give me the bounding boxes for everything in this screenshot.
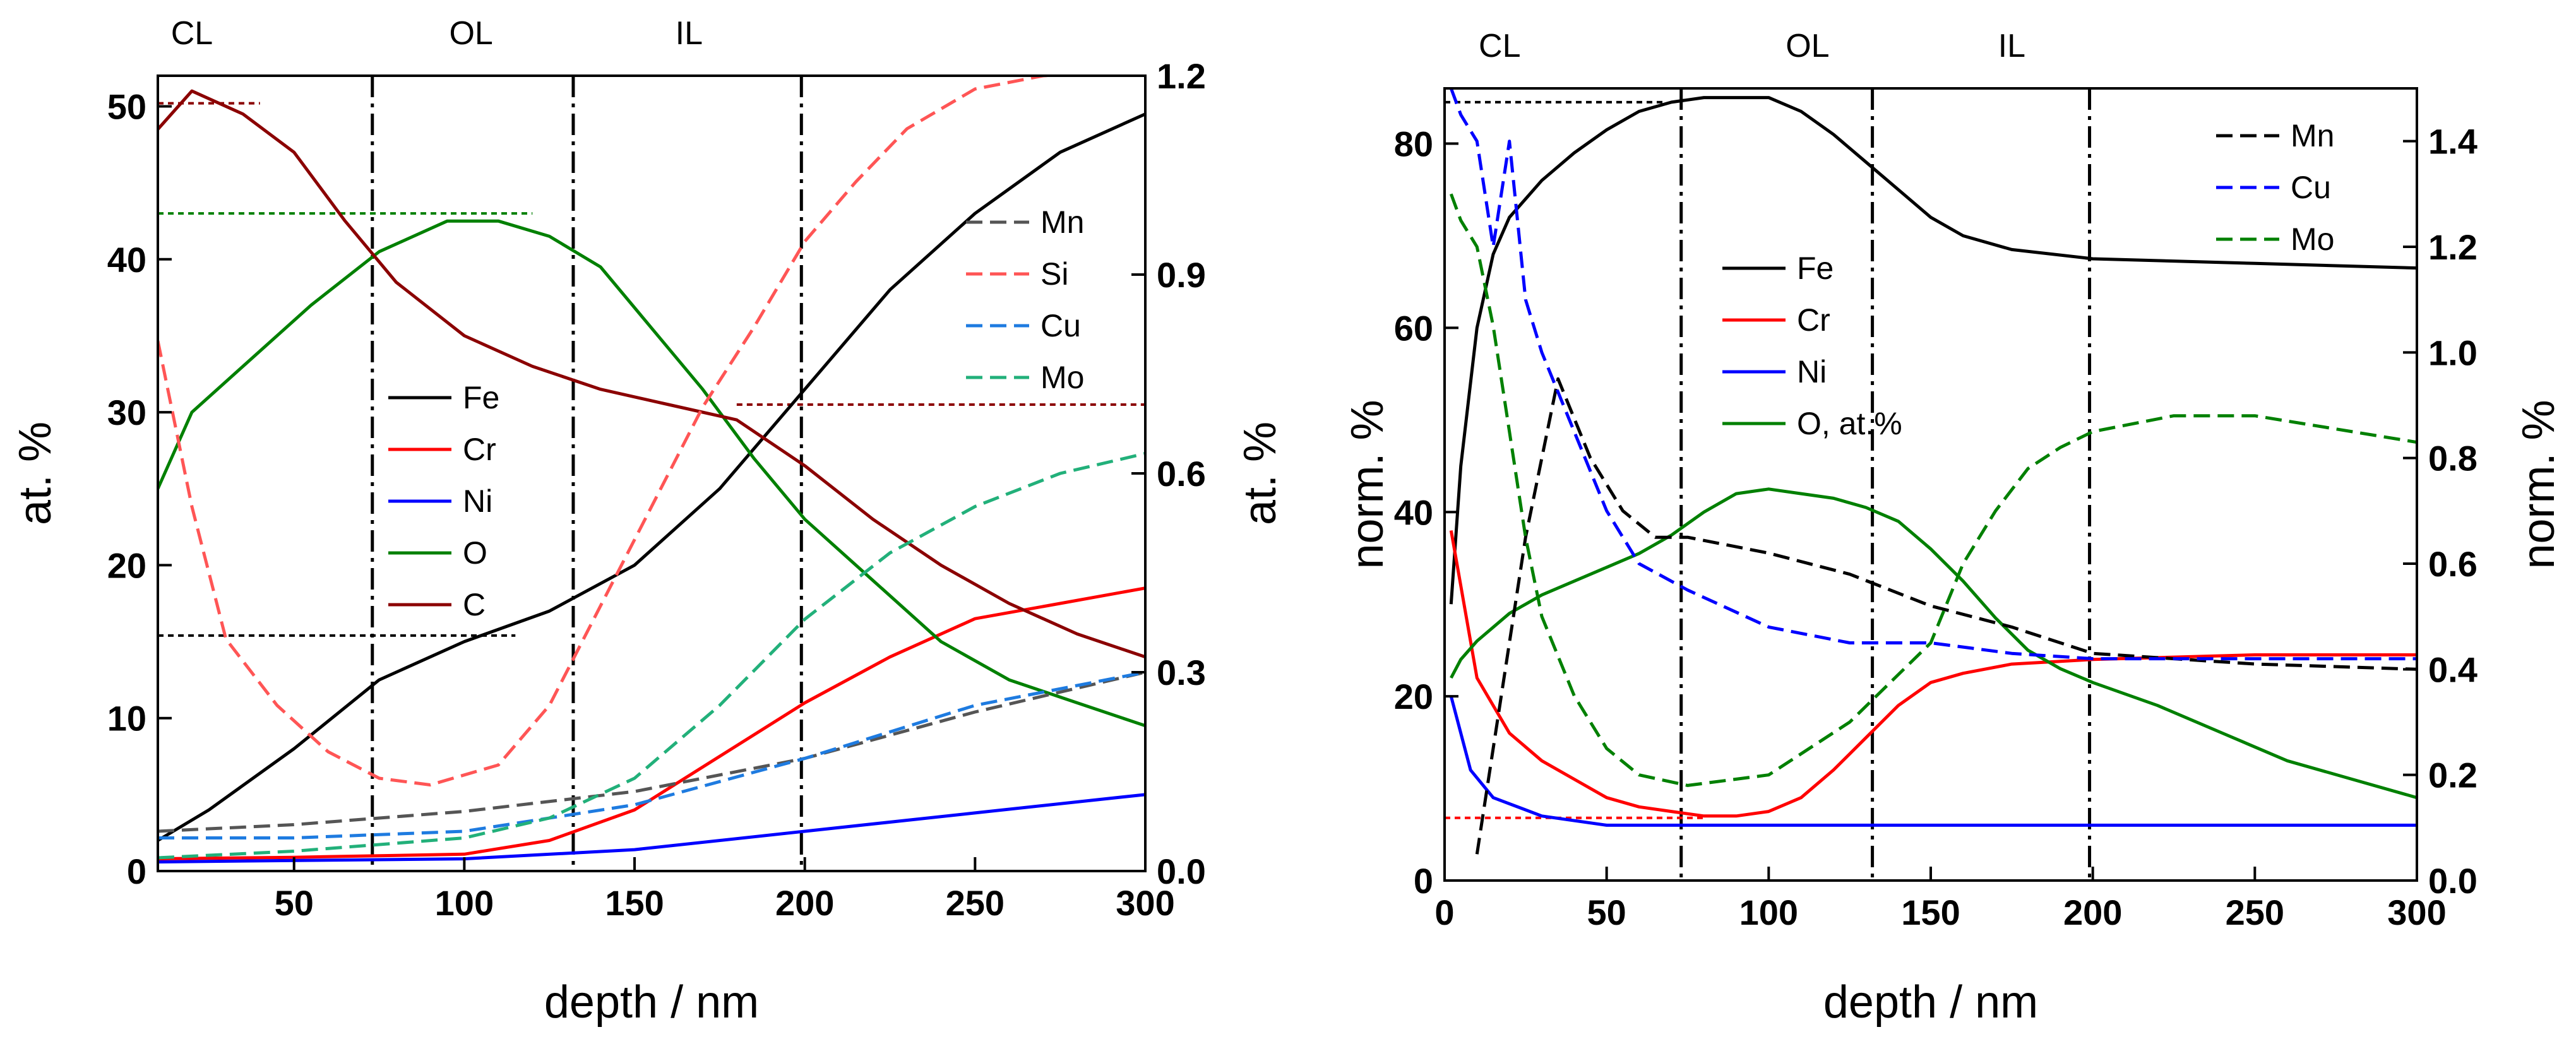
legend-label-o-at: O, at.% bbox=[1797, 406, 1902, 441]
x-tick-label: 150 bbox=[1901, 893, 1960, 932]
x-tick-label: 200 bbox=[2063, 893, 2122, 932]
y-left-tick-label: 40 bbox=[1394, 492, 1433, 532]
series-line-cr bbox=[1449, 530, 2417, 818]
legend-label-ni: Ni bbox=[1797, 354, 1827, 389]
y-right-tick-label: 0.9 bbox=[1157, 255, 1206, 295]
legend-label-si: Si bbox=[1041, 256, 1068, 292]
series-line-c bbox=[158, 89, 1145, 659]
y-left-tick-label: 80 bbox=[1394, 124, 1433, 164]
series-line-fe bbox=[158, 112, 1145, 842]
region-label-cl: CL bbox=[1479, 28, 1520, 64]
region-label-cl: CL bbox=[171, 15, 213, 52]
x-tick-label: 250 bbox=[946, 883, 1005, 923]
region-label-ol: OL bbox=[449, 15, 492, 52]
series-line-mo bbox=[158, 452, 1145, 860]
x-tick-label: 100 bbox=[1739, 893, 1798, 932]
x-axis-title: depth / nm bbox=[544, 977, 759, 1028]
y-left-tick-label: 30 bbox=[107, 393, 146, 432]
y-right-tick-label: 0.6 bbox=[2428, 544, 2478, 584]
x-tick-label: 50 bbox=[1587, 893, 1626, 932]
legend-label-mo: Mo bbox=[1041, 360, 1084, 395]
legend-label-cu: Cu bbox=[2291, 170, 2331, 205]
y-right-tick-label: 1.0 bbox=[2428, 333, 2478, 372]
legend-label-ni: Ni bbox=[463, 483, 492, 519]
series-line-o bbox=[158, 219, 1145, 728]
series-line-ni bbox=[1449, 696, 2417, 827]
right-chart-panel: 0 50 100 150 200 250 300 0 20 40 60 80 0.0 0.2 0.4 0.6 0… bbox=[1342, 28, 2564, 1028]
x-tick-label: 300 bbox=[1116, 883, 1174, 923]
y-left-tick-label: 20 bbox=[1394, 677, 1433, 716]
series-line-cu bbox=[158, 670, 1145, 839]
legend-label-cr: Cr bbox=[1797, 302, 1830, 338]
series-line-cr bbox=[158, 586, 1145, 861]
legend-label-fe: Fe bbox=[1797, 251, 1834, 286]
series-line-fe bbox=[1449, 96, 2417, 605]
y-right-tick-label: 0.0 bbox=[1157, 851, 1206, 891]
region-label-ol: OL bbox=[1786, 28, 1829, 64]
y-left-tick-label: 0 bbox=[1414, 861, 1433, 901]
y-left-tick-label: 20 bbox=[107, 545, 146, 585]
y-left-tick-label: 0 bbox=[127, 851, 146, 891]
x-tick-label: 250 bbox=[2226, 893, 2284, 932]
legend-label-o: O bbox=[463, 535, 487, 571]
legend-label-mn: Mn bbox=[2291, 118, 2334, 153]
y-right-tick-label: 1.2 bbox=[2428, 227, 2478, 267]
x-tick-label: 100 bbox=[435, 883, 494, 923]
x-tick-label: 0 bbox=[1434, 893, 1454, 932]
y-left-tick-label: 10 bbox=[107, 699, 146, 739]
y-left-tick-label: 60 bbox=[1394, 308, 1433, 348]
left-chart-panel: 50 100 150 200 250 300 0 10 20 30 40 50 0.0 0.3 0.6 0.9… bbox=[10, 15, 1285, 1028]
x-axis-title: depth / nm bbox=[1823, 977, 2038, 1028]
region-label-il: IL bbox=[676, 15, 703, 52]
x-tick-label: 200 bbox=[775, 883, 834, 923]
y-right-tick-label: 1.2 bbox=[1157, 56, 1206, 96]
legend-label-mo: Mo bbox=[2291, 222, 2334, 257]
plot-frame bbox=[157, 74, 1147, 872]
series-line-o-at bbox=[1450, 487, 2417, 800]
legend-label-c: C bbox=[463, 587, 486, 622]
y-right-axis-title: at. % bbox=[1235, 422, 1285, 525]
y-left-axis-title: at. % bbox=[10, 422, 61, 525]
y-left-tick-label: 50 bbox=[107, 86, 146, 126]
legend-label-cu: Cu bbox=[1041, 308, 1081, 343]
y-right-tick-label: 0.4 bbox=[2428, 650, 2478, 689]
y-right-axis-title: norm. % bbox=[2513, 400, 2564, 569]
y-right-tick-label: 1.4 bbox=[2428, 122, 2478, 162]
y-right-tick-label: 0.2 bbox=[2428, 756, 2478, 795]
y-right-tick-label: 0.3 bbox=[1157, 653, 1206, 692]
series-line-mo bbox=[1449, 193, 2417, 787]
series-line-ni bbox=[158, 793, 1145, 863]
series-line-mn bbox=[158, 670, 1145, 833]
y-right-tick-label: 0.0 bbox=[2428, 861, 2478, 901]
legend-label-mn: Mn bbox=[1041, 205, 1084, 240]
region-label-il: IL bbox=[1998, 28, 2025, 64]
series-line-cu bbox=[1449, 88, 2417, 661]
plot-frame bbox=[1443, 87, 2418, 882]
x-tick-label: 300 bbox=[2387, 893, 2446, 932]
series-line-si bbox=[158, 76, 1068, 786]
series-line-mn bbox=[1475, 377, 2417, 855]
x-tick-label: 50 bbox=[275, 883, 314, 923]
legend-label-cr: Cr bbox=[463, 432, 496, 467]
legend-label-fe: Fe bbox=[463, 380, 499, 415]
y-left-axis-title: norm. % bbox=[1342, 400, 1393, 569]
x-tick-label: 150 bbox=[605, 883, 664, 923]
y-left-tick-label: 40 bbox=[107, 240, 146, 280]
y-right-tick-label: 0.8 bbox=[2428, 439, 2478, 478]
y-right-tick-label: 0.6 bbox=[1157, 454, 1206, 494]
